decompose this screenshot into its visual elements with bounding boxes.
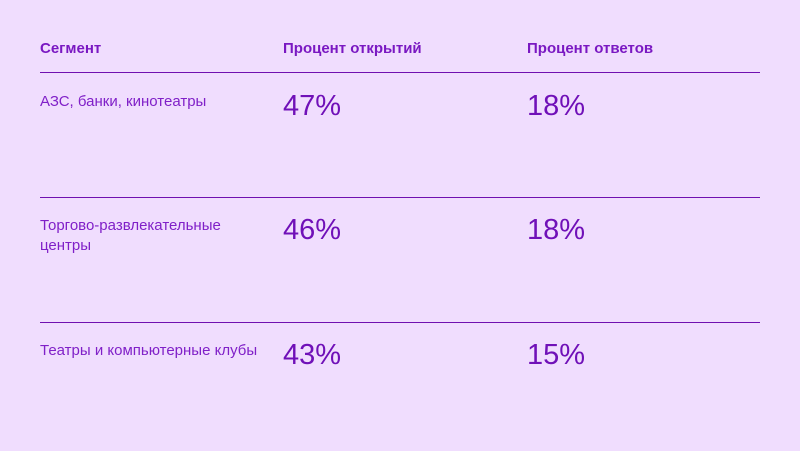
table-row: АЗС, банки, кинотеатры 47% 18% bbox=[40, 90, 760, 202]
reply-rate-value: 18% bbox=[527, 90, 586, 122]
table-header: Сегмент Процент открытий Процент ответов bbox=[40, 40, 760, 60]
header-reply-rate: Процент ответов bbox=[527, 40, 654, 57]
segment-name: Торгово-развлекательные центры bbox=[40, 217, 221, 254]
divider bbox=[40, 72, 760, 73]
table-row: Театры и компьютерные клубы 43% 15% bbox=[40, 339, 760, 451]
open-rate-value: 46% bbox=[283, 214, 342, 246]
segment-name: Театры и компьютерные клубы bbox=[40, 342, 258, 359]
reply-rate-value: 15% bbox=[527, 339, 586, 371]
header-segment: Сегмент bbox=[40, 40, 102, 57]
divider bbox=[40, 197, 760, 198]
segment-name: АЗС, банки, кинотеатры bbox=[40, 93, 207, 110]
divider bbox=[40, 322, 760, 323]
open-rate-value: 43% bbox=[283, 339, 342, 371]
open-rate-value: 47% bbox=[283, 90, 342, 122]
table-row: Торгово-развлекательные центры 46% 18% bbox=[40, 214, 760, 326]
reply-rate-value: 18% bbox=[527, 214, 586, 246]
header-open-rate: Процент открытий bbox=[283, 40, 422, 57]
